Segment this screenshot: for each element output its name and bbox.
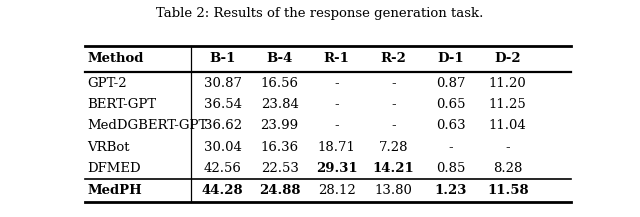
Text: 11.04: 11.04 (489, 120, 527, 132)
Text: 1.23: 1.23 (435, 184, 467, 197)
Text: 16.56: 16.56 (260, 77, 299, 90)
Text: 11.58: 11.58 (487, 184, 529, 197)
Text: -: - (449, 141, 453, 154)
Text: 18.71: 18.71 (317, 141, 356, 154)
Text: -: - (334, 77, 339, 90)
Text: -: - (392, 120, 396, 132)
Text: -: - (334, 120, 339, 132)
Text: 36.62: 36.62 (204, 120, 242, 132)
Text: -: - (392, 77, 396, 90)
Text: 13.80: 13.80 (375, 184, 413, 197)
Text: -: - (334, 98, 339, 111)
Text: 22.53: 22.53 (260, 162, 299, 175)
Text: B-4: B-4 (266, 52, 293, 65)
Text: 42.56: 42.56 (204, 162, 241, 175)
Text: -: - (506, 141, 510, 154)
Text: 24.88: 24.88 (259, 184, 300, 197)
Text: 16.36: 16.36 (260, 141, 299, 154)
Text: -: - (392, 98, 396, 111)
Text: 14.21: 14.21 (373, 162, 415, 175)
Text: 23.99: 23.99 (260, 120, 299, 132)
Text: VRBot: VRBot (88, 141, 130, 154)
Text: D-1: D-1 (438, 52, 464, 65)
Text: 0.63: 0.63 (436, 120, 465, 132)
Text: 28.12: 28.12 (318, 184, 356, 197)
Text: 29.31: 29.31 (316, 162, 358, 175)
Text: R-1: R-1 (324, 52, 349, 65)
Text: 36.54: 36.54 (204, 98, 242, 111)
Text: 8.28: 8.28 (493, 162, 522, 175)
Text: 30.04: 30.04 (204, 141, 241, 154)
Text: Table 2: Results of the response generation task.: Table 2: Results of the response generat… (156, 7, 484, 20)
Text: 11.20: 11.20 (489, 77, 527, 90)
Text: D-2: D-2 (495, 52, 521, 65)
Text: Method: Method (88, 52, 144, 65)
Text: B-1: B-1 (209, 52, 236, 65)
Text: 30.87: 30.87 (204, 77, 242, 90)
Text: 7.28: 7.28 (379, 141, 408, 154)
Text: 0.85: 0.85 (436, 162, 465, 175)
Text: 0.65: 0.65 (436, 98, 465, 111)
Text: 23.84: 23.84 (260, 98, 299, 111)
Text: GPT-2: GPT-2 (88, 77, 127, 90)
Text: DFMED: DFMED (88, 162, 141, 175)
Text: BERT-GPT: BERT-GPT (88, 98, 157, 111)
Text: MedDGBERT-GPT: MedDGBERT-GPT (88, 120, 208, 132)
Text: MedPH: MedPH (88, 184, 142, 197)
Text: 0.87: 0.87 (436, 77, 465, 90)
Text: 44.28: 44.28 (202, 184, 243, 197)
Text: 11.25: 11.25 (489, 98, 527, 111)
Text: R-2: R-2 (381, 52, 406, 65)
